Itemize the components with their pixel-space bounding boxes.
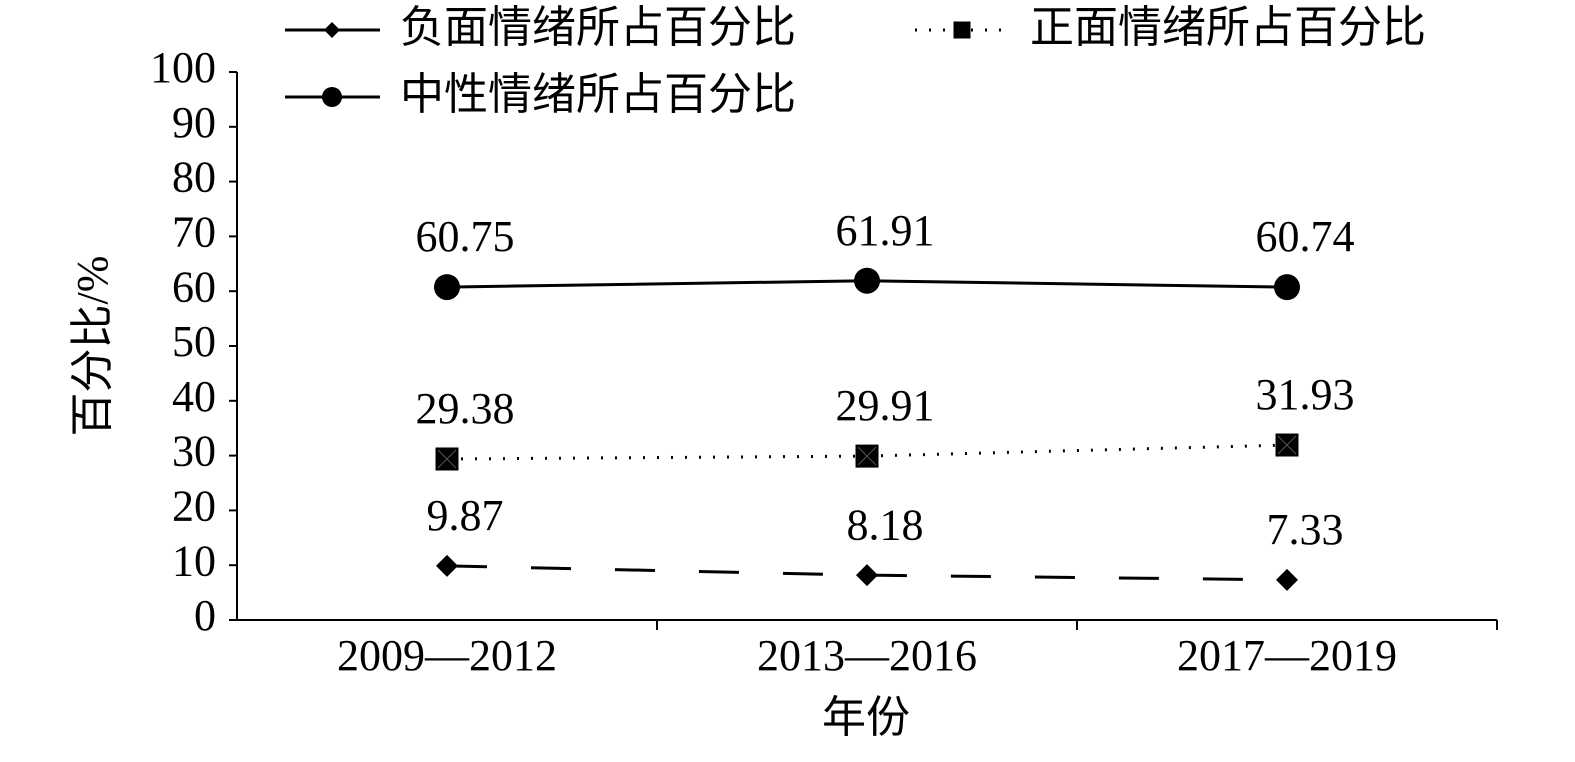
data-label: 8.18 (847, 500, 924, 549)
x-tick-label: 2013—2016 (757, 631, 977, 680)
marker (953, 21, 971, 39)
marker (856, 564, 878, 587)
y-tick-label: 10 (172, 536, 216, 585)
marker (1274, 274, 1300, 301)
legend-label: 正面情绪所占百分比 (1030, 3, 1426, 52)
y-tick-label: 90 (172, 98, 216, 147)
y-tick-label: 80 (172, 153, 216, 202)
y-tick-label: 70 (172, 207, 216, 256)
y-tick-label: 20 (172, 481, 216, 530)
data-label: 29.91 (836, 381, 935, 430)
marker-detail (1277, 435, 1297, 455)
data-label: 9.87 (427, 491, 504, 540)
legend-label: 负面情绪所占百分比 (400, 3, 796, 52)
marker (436, 554, 458, 577)
data-label: 7.33 (1267, 505, 1344, 554)
x-tick-label: 2009—2012 (337, 631, 557, 680)
y-tick-label: 30 (172, 427, 216, 476)
data-label: 31.93 (1256, 370, 1355, 419)
y-tick-label: 40 (172, 372, 216, 421)
marker (322, 87, 342, 107)
y-tick-label: 100 (150, 43, 216, 92)
x-tick-label: 2017—2019 (1177, 631, 1397, 680)
y-tick-label: 0 (194, 591, 216, 640)
data-label: 60.74 (1256, 212, 1355, 261)
marker-detail (857, 446, 877, 466)
marker (434, 274, 460, 301)
marker (854, 267, 880, 294)
data-label: 60.75 (416, 212, 515, 261)
data-label: 29.38 (416, 384, 515, 433)
marker-detail (437, 449, 457, 469)
y-tick-label: 50 (172, 317, 216, 366)
marker (1276, 568, 1298, 591)
y-axis-label: 百分比/% (68, 256, 117, 437)
x-axis-label: 年份 (822, 693, 910, 742)
y-tick-label: 60 (172, 262, 216, 311)
legend-label: 中性情绪所占百分比 (400, 70, 796, 119)
data-label: 61.91 (836, 206, 935, 255)
marker (324, 22, 340, 38)
